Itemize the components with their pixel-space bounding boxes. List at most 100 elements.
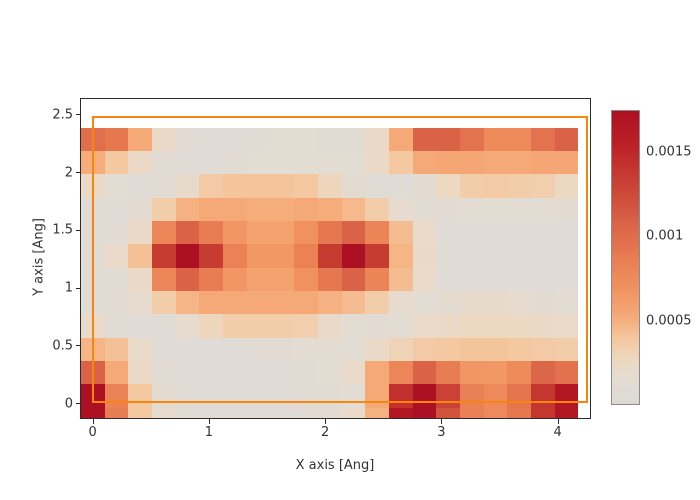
heatmap-cell <box>554 221 579 245</box>
heatmap-cell <box>341 151 366 175</box>
heatmap-cell <box>294 244 318 268</box>
heatmap-cell <box>104 151 129 175</box>
heatmap-cell <box>175 127 200 152</box>
heatmap-cell <box>531 337 555 361</box>
heatmap-cell <box>554 244 579 268</box>
heatmap-cell <box>175 407 200 418</box>
heatmap-cell <box>483 360 508 385</box>
heatmap-cell <box>317 127 342 152</box>
heatmap-cell <box>223 360 247 385</box>
y-tick-label: 0.5 <box>52 338 73 354</box>
heatmap-cell <box>246 151 271 175</box>
heatmap-cell <box>507 197 532 221</box>
heatmap-cell <box>152 244 176 268</box>
heatmap-cell <box>507 267 532 291</box>
heatmap-cell <box>507 221 532 245</box>
x-tick-label: 3 <box>437 425 446 440</box>
heatmap-cell <box>199 407 224 418</box>
heatmap-cell <box>317 267 342 291</box>
heatmap-cell <box>460 221 484 245</box>
heatmap-cell <box>128 337 153 361</box>
heatmap-cell <box>554 151 579 175</box>
heatmap-cell <box>175 290 200 315</box>
heatmap-cell <box>554 127 579 152</box>
heatmap-cell <box>294 221 318 245</box>
heatmap-cell <box>152 197 176 221</box>
heatmap-cell <box>270 127 295 152</box>
heatmap-cell <box>436 197 460 221</box>
heatmap-cell <box>554 197 579 221</box>
x-tick-mark <box>441 419 443 424</box>
heatmap-cell <box>223 314 247 338</box>
heatmap-cell <box>175 174 200 198</box>
heatmap-cell <box>128 407 153 418</box>
heatmap-cell <box>294 337 318 361</box>
heatmap-cell <box>199 267 224 291</box>
heatmap-cell <box>317 314 342 338</box>
heatmap-cell <box>483 174 508 198</box>
heatmap-cell <box>388 407 413 418</box>
y-tick-mark <box>75 345 80 347</box>
heatmap-cell <box>199 221 224 245</box>
y-tick-mark <box>75 114 80 116</box>
heatmap-cell <box>483 221 508 245</box>
heatmap-cell <box>341 267 366 291</box>
heatmap-cell <box>317 174 342 198</box>
heatmap-cell <box>554 174 579 198</box>
heatmap-cell <box>483 407 508 418</box>
heatmap-cell <box>199 244 224 268</box>
x-tick-label: 2 <box>321 425 330 440</box>
heatmap-cell <box>388 360 413 385</box>
heatmap-cell <box>341 174 366 198</box>
heatmap-cell <box>104 197 129 221</box>
heatmap-cell <box>317 360 342 385</box>
heatmap-cell <box>128 174 153 198</box>
heatmap-cell <box>531 221 555 245</box>
heatmap-cell <box>388 337 413 361</box>
heatmap-cell <box>104 174 129 198</box>
heatmap-cell <box>128 267 153 291</box>
heatmap-cell <box>388 290 413 315</box>
heatmap-cell <box>341 314 366 338</box>
heatmap-cell <box>294 151 318 175</box>
heatmap-cell <box>294 290 318 315</box>
heatmap-cell <box>365 151 389 175</box>
heatmap-cell <box>531 267 555 291</box>
heatmap-cell <box>388 221 413 245</box>
heatmap-cell <box>152 337 176 361</box>
x-tick-mark <box>325 419 327 424</box>
heatmap-cell <box>152 290 176 315</box>
heatmap-cell <box>223 244 247 268</box>
colorbar <box>611 110 640 405</box>
heatmap-cell <box>341 360 366 385</box>
heatmap-cell <box>128 360 153 385</box>
heatmap-cell <box>365 407 389 418</box>
y-tick-label: 1.5 <box>52 222 73 238</box>
heatmap-cell <box>246 290 271 315</box>
heatmap-cell <box>152 174 176 198</box>
heatmap-cell <box>483 267 508 291</box>
heatmap-cell <box>483 244 508 268</box>
heatmap-cell <box>246 127 271 152</box>
heatmap-cell <box>460 244 484 268</box>
heatmap-cell <box>246 197 271 221</box>
heatmap-cell <box>317 290 342 315</box>
heatmap-cell <box>223 221 247 245</box>
heatmap-cell <box>436 244 460 268</box>
heatmap-cell <box>317 151 342 175</box>
heatmap-cell <box>483 151 508 175</box>
heatmap-cell <box>412 360 437 385</box>
heatmap-cell <box>365 244 389 268</box>
heatmap-cell <box>460 360 484 385</box>
heatmap-cell <box>81 407 105 418</box>
heatmap-cell <box>341 244 366 268</box>
x-tick-mark <box>208 419 210 424</box>
heatmap-cell <box>199 337 224 361</box>
heatmap-cell <box>128 197 153 221</box>
heatmap-cell <box>531 290 555 315</box>
x-tick-label: 1 <box>204 425 214 440</box>
heatmap-cell <box>412 244 437 268</box>
heatmap-cell <box>388 267 413 291</box>
x-tick-mark <box>557 419 559 424</box>
heatmap-cell <box>104 290 129 315</box>
